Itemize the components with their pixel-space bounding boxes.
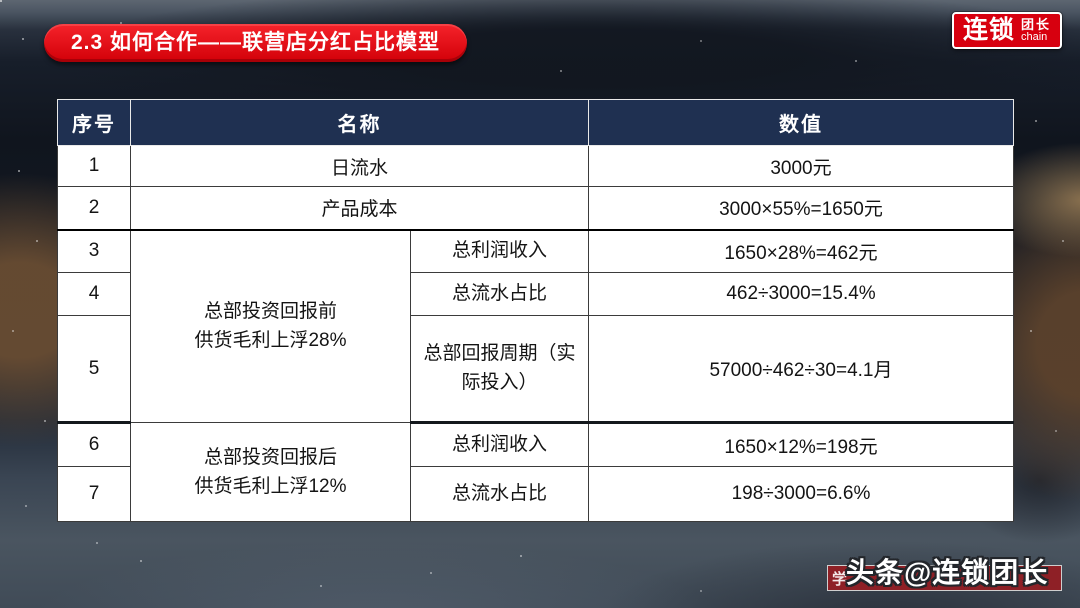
group-label-line1: 总部投资回报后 — [203, 446, 337, 468]
snow-specks — [0, 0, 2, 2]
watermark-text: 头条@连锁团长 — [846, 557, 1049, 588]
row-name-cell: 总利润收入 — [410, 422, 589, 467]
group-label-line2: 供货毛利上浮12% — [194, 476, 347, 497]
row-name-cell: 总利润收入 — [410, 229, 589, 273]
row-name-cell: 日流水 — [130, 145, 589, 187]
footer-banner: 学 — [827, 565, 1062, 591]
slide-title: 2.3 如何合作——联营店分红占比模型 — [71, 31, 441, 54]
table: 序号 名称 数值 1 日流水 3000元 2 产品成本 3000×55%=165… — [57, 99, 1014, 522]
row-name-cell: 总流水占比 — [410, 466, 589, 522]
row-value-cell: 57000÷462÷30=4.1月 — [588, 315, 1014, 424]
table-row: 7 总流水占比 198÷3000=6.6% — [57, 466, 1014, 522]
table-row: 5 总部回报周期（实际投入） 57000÷462÷30=4.1月 — [57, 315, 1014, 424]
table-header-row: 序号 名称 数值 — [57, 99, 1014, 146]
row-name-cell: 产品成本 — [130, 186, 589, 231]
header-value: 数值 — [588, 99, 1014, 146]
brand-logo: 连锁 团长 chain — [951, 12, 1062, 49]
header-name: 名称 — [130, 99, 589, 146]
row-name-cell: 总流水占比 — [410, 272, 589, 316]
row-value-cell: 198÷3000=6.6% — [588, 466, 1014, 522]
logo-side: 团长 chain — [1021, 18, 1051, 43]
row-index-cell: 7 — [57, 466, 131, 522]
row-value-cell: 3000×55%=1650元 — [588, 186, 1014, 231]
table-row: 6 总部投资回报后 供货毛利上浮12% 总利润收入 1650×12%=198元 — [57, 422, 1014, 522]
title-badge: 2.3 如何合作——联营店分红占比模型 — [44, 24, 468, 62]
row-value-cell: 462÷3000=15.4% — [588, 272, 1014, 316]
logo-text-secondary: 团长 — [1020, 17, 1051, 32]
row-value-cell: 1650×12%=198元 — [588, 422, 1014, 467]
table-row: 3 总部投资回报前 供货毛利上浮28% 总利润收入 1650×28%=462元 — [57, 229, 1014, 423]
logo-text-subtext: chain — [1020, 31, 1048, 43]
table-row: 4 总流水占比 462÷3000=15.4% — [57, 272, 1014, 316]
banner-partial-text: 学 — [832, 570, 848, 588]
row-index-cell: 3 — [57, 229, 131, 273]
group-label-cell: 总部投资回报前 供货毛利上浮28% — [130, 229, 411, 423]
row-value-cell: 1650×28%=462元 — [588, 229, 1014, 273]
header-index: 序号 — [57, 99, 131, 146]
row-value-cell: 3000元 — [588, 145, 1014, 187]
row-name-cell: 总部回报周期（实际投入） — [410, 315, 589, 424]
row-index-cell: 1 — [57, 145, 131, 187]
group-label-cell: 总部投资回报后 供货毛利上浮12% — [130, 422, 411, 522]
table-row: 2 产品成本 3000×55%=1650元 — [57, 186, 1014, 231]
profit-share-table: 序号 名称 数值 1 日流水 3000元 2 产品成本 3000×55%=165… — [57, 99, 1014, 522]
row-index-cell: 5 — [57, 315, 131, 424]
group-label-line1: 总部投资回报前 — [203, 300, 337, 322]
row-index-cell: 2 — [57, 186, 131, 231]
row-index-cell: 6 — [57, 422, 131, 467]
group-label-line2: 供货毛利上浮28% — [194, 330, 347, 352]
row-index-cell: 4 — [57, 272, 131, 316]
logo-text-primary: 连锁 — [962, 16, 1015, 44]
table-row: 1 日流水 3000元 — [57, 145, 1014, 187]
